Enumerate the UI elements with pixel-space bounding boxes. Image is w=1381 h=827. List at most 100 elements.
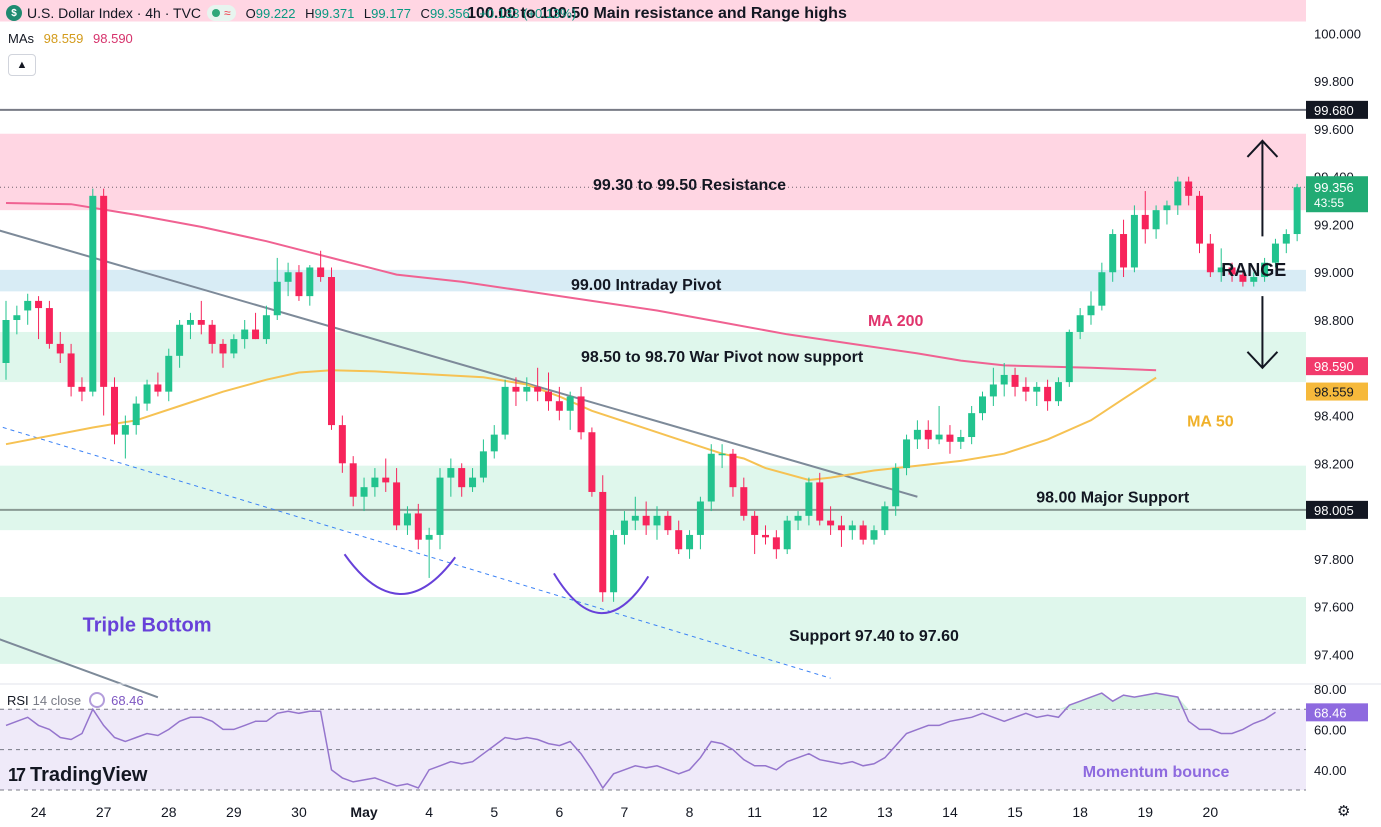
rsi-tick-0: 80.00 [1314, 682, 1347, 697]
x-tick-7: 5 [490, 804, 498, 820]
trendline-1 [0, 426, 831, 679]
candle-body-52 [566, 396, 574, 411]
y-tick-12: 97.600 [1314, 600, 1354, 615]
candle-body-97 [1054, 382, 1062, 402]
candle-body-101 [1098, 272, 1106, 306]
close-value: 99.356 [429, 5, 470, 21]
candle-body-51 [555, 401, 563, 411]
candle-body-102 [1109, 234, 1117, 273]
candle-body-30 [328, 277, 335, 426]
rsi-tag-text: 68.46 [1314, 705, 1347, 720]
rsi-loading-icon [89, 692, 106, 708]
ma200-line [5, 202, 1157, 372]
candle-body-84 [913, 429, 921, 440]
zone-5 [0, 597, 1306, 664]
last-price-tag-bg [1306, 176, 1368, 213]
candle-body-96 [1044, 386, 1052, 402]
high-label: H [305, 5, 315, 21]
candle-body-79 [859, 525, 867, 540]
candle-body-115 [1250, 277, 1258, 282]
candle-body-19 [208, 324, 216, 344]
candle-body-117 [1271, 243, 1279, 263]
x-tick-15: 15 [1007, 804, 1023, 820]
candle-body-77 [837, 525, 845, 531]
level-tag-0-bg [1306, 100, 1368, 119]
candle-body-20 [219, 343, 227, 354]
candle-body-27 [295, 272, 303, 297]
candle-body-24 [262, 315, 270, 340]
candle-body-43 [469, 477, 477, 488]
candle-body-106 [1152, 210, 1160, 230]
candle-body-36 [393, 482, 401, 526]
candle-body-100 [1087, 305, 1095, 316]
chart-header: $ U.S. Dollar Index · 4h · TVC ≈ O99.222… [6, 5, 582, 21]
candle-body-50 [545, 391, 552, 402]
candle-body-55 [599, 491, 607, 593]
x-tick-2: 28 [161, 804, 177, 820]
x-tick-13: 13 [877, 804, 893, 820]
range-arrow-down-head [1246, 351, 1279, 370]
chevron-up-icon: ▲ [16, 59, 28, 71]
x-tick-16: 18 [1072, 804, 1088, 820]
ma50-line [5, 369, 1157, 482]
collapse-legend-button[interactable]: ▲ [8, 54, 36, 76]
candle-body-69 [751, 515, 759, 535]
tradingview-logo[interactable]: 17 TradingView [8, 764, 147, 787]
rsi-legend[interactable]: RSI 14 close 68.46 [7, 692, 144, 708]
ma50-tag-bg [1306, 382, 1368, 401]
candle-body-57 [620, 520, 628, 535]
mas-label: MAs [8, 31, 34, 46]
ma200-tag-bg [1306, 357, 1368, 376]
candle-body-9 [100, 195, 108, 387]
zone-label-5: Support 97.40 to 97.60 [789, 628, 959, 645]
ohlc-readout: O99.222 H99.371 L99.177 C99.356 +0.133 (… [246, 6, 583, 21]
x-tick-9: 7 [621, 804, 629, 820]
x-tick-12: 12 [812, 804, 828, 820]
annotation-3: Triple Bottom [83, 615, 212, 637]
candle-body-85 [924, 429, 932, 440]
candle-body-41 [447, 468, 455, 478]
change-value: +0.133 (+0.13%) [479, 5, 577, 21]
candle-body-56 [610, 534, 618, 593]
candle-body-59 [642, 515, 650, 526]
candle-body-63 [686, 534, 694, 550]
candle-body-90 [979, 396, 986, 414]
rsi-annotation: Momentum bounce [1083, 764, 1230, 781]
high-value: 99.371 [314, 5, 355, 21]
dollar-index-logo: $ [6, 5, 22, 21]
range-arrow-up-head [1246, 139, 1279, 158]
y-tick-9: 98.200 [1314, 456, 1354, 471]
candle-body-104 [1130, 214, 1138, 268]
candle-body-38 [414, 513, 422, 540]
candle-body-95 [1033, 386, 1041, 392]
symbol-title[interactable]: U.S. Dollar Index · 4h · TVC [27, 5, 202, 21]
candle-body-7 [78, 386, 86, 392]
candle-body-11 [121, 425, 129, 435]
mas-legend[interactable]: MAs 98.559 98.590 [8, 31, 133, 46]
candle-body-47 [512, 386, 520, 392]
candle-body-112 [1217, 267, 1225, 273]
candle-body-26 [284, 272, 292, 282]
y-tick-4: 99.200 [1314, 217, 1354, 232]
candle-body-0 [2, 320, 10, 363]
candle-body-93 [1011, 374, 1019, 387]
x-tick-6: 4 [425, 804, 433, 820]
candle-body-72 [783, 520, 791, 550]
y-tick-8: 98.400 [1314, 409, 1354, 424]
y-tick-1: 99.800 [1314, 74, 1354, 89]
candle-body-61 [664, 515, 672, 531]
trendline-0 [0, 229, 918, 498]
gear-icon[interactable]: ⚙ [1337, 803, 1351, 820]
x-tick-17: 19 [1137, 804, 1153, 820]
low-value: 99.177 [371, 5, 411, 21]
candle-body-94 [1022, 386, 1030, 392]
brand-name: TradingView [30, 764, 148, 786]
bottom-arc-1 [343, 553, 456, 595]
market-status-pill[interactable]: ≈ [207, 5, 236, 21]
wave-icon: ≈ [224, 6, 231, 20]
x-tick-8: 6 [555, 804, 563, 820]
x-tick-0: 24 [31, 804, 47, 820]
zone-label-1: 99.30 to 99.50 Resistance [593, 177, 786, 194]
